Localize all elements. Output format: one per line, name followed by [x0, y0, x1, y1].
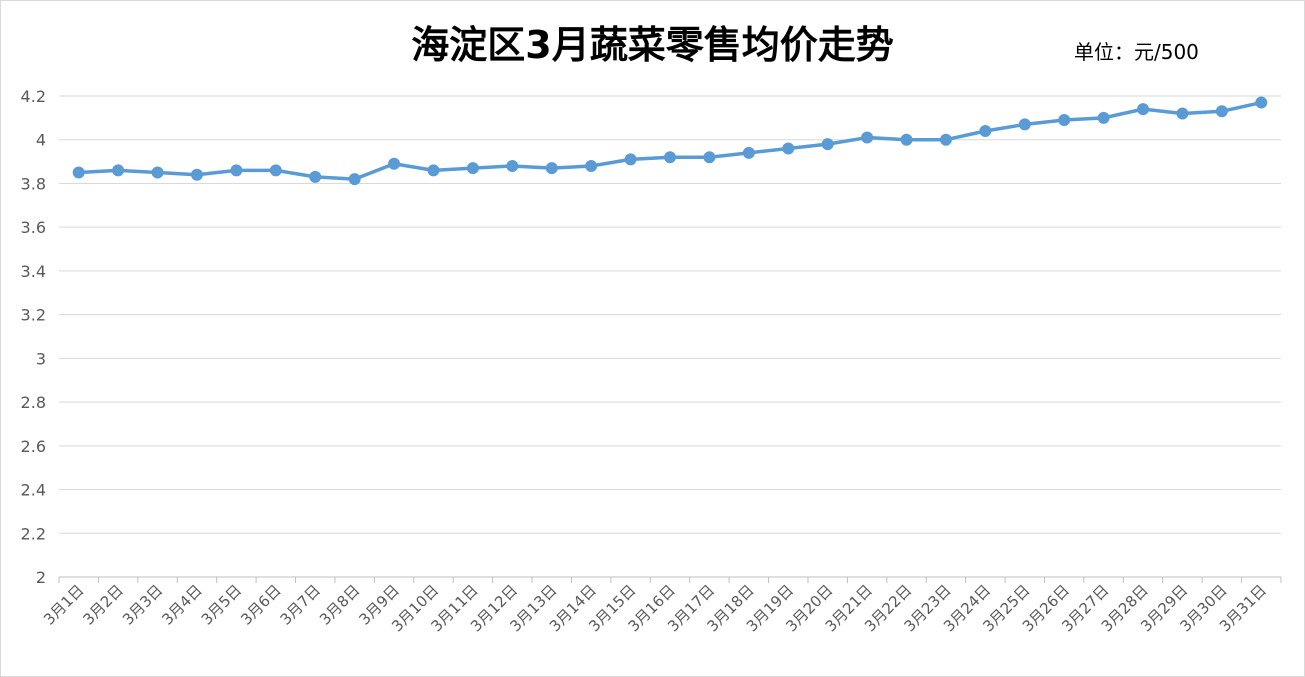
data-point [309, 170, 322, 183]
x-tick-labels: 3月1日3月2日3月3日3月4日3月5日3月6日3月7日3月8日3月9日3月10… [40, 581, 1270, 635]
y-tick-label: 4.2 [21, 87, 46, 106]
y-tick-label: 3.2 [21, 306, 46, 325]
data-point [230, 164, 243, 177]
y-tick-label: 2.4 [21, 481, 46, 500]
y-tick-label: 3.8 [21, 174, 46, 193]
data-point [506, 159, 519, 172]
y-tick-label: 4 [36, 131, 46, 150]
data-point [1018, 118, 1031, 131]
gridlines [59, 95, 1281, 534]
data-point [348, 173, 361, 186]
axes [58, 576, 1282, 583]
chart-title: 海淀区3月蔬菜零售均价走势 [411, 23, 894, 67]
y-tick-label: 2 [36, 568, 46, 587]
x-tick-label: 3月1日 [40, 581, 87, 628]
data-point [545, 162, 558, 175]
data-point [190, 168, 203, 181]
y-tick-label: 2.2 [21, 524, 46, 543]
data-point [1137, 103, 1150, 116]
y-tick-labels: 4.2 4 3.8 3.6 3.4 3.2 3 2.8 2.6 2.4 2.2 2 [21, 87, 46, 587]
x-tick-label: 3月2日 [80, 581, 127, 628]
x-tick-label: 3月4日 [158, 581, 205, 628]
data-point [939, 133, 952, 146]
data-point [861, 131, 874, 144]
data-point [1255, 96, 1268, 109]
x-tick-label: 3月5日 [198, 581, 245, 628]
data-point [151, 166, 164, 179]
y-tick-label: 2.6 [21, 437, 46, 456]
data-point [664, 151, 676, 164]
data-point [782, 142, 795, 155]
data-point [703, 151, 716, 164]
data-point [72, 166, 85, 179]
data-point [269, 164, 282, 177]
x-tick-label: 3月7日 [277, 581, 324, 628]
x-tick-label: 3月6日 [237, 581, 284, 628]
x-tick-label: 3月8日 [316, 581, 363, 628]
y-tick-label: 3.4 [21, 262, 46, 281]
data-point [900, 133, 913, 146]
unit-label: 单位：元/500 [1074, 40, 1199, 64]
data-point [1176, 107, 1189, 120]
data-point [979, 124, 992, 137]
y-tick-label: 2.8 [21, 393, 46, 412]
data-point [1058, 114, 1071, 127]
data-point [466, 162, 479, 175]
data-point [821, 138, 834, 151]
data-point [742, 146, 755, 159]
data-point [388, 157, 401, 170]
data-point [624, 153, 637, 166]
y-tick-label: 3 [36, 349, 46, 368]
data-point [585, 159, 598, 172]
y-tick-label: 3.6 [21, 218, 46, 237]
data-point [112, 164, 125, 177]
x-tick-label: 3月3日 [119, 581, 166, 628]
data-point [1215, 105, 1228, 118]
data-series [72, 96, 1268, 186]
series-line [76, 100, 1264, 181]
data-point [1097, 111, 1110, 124]
data-point [427, 164, 440, 177]
